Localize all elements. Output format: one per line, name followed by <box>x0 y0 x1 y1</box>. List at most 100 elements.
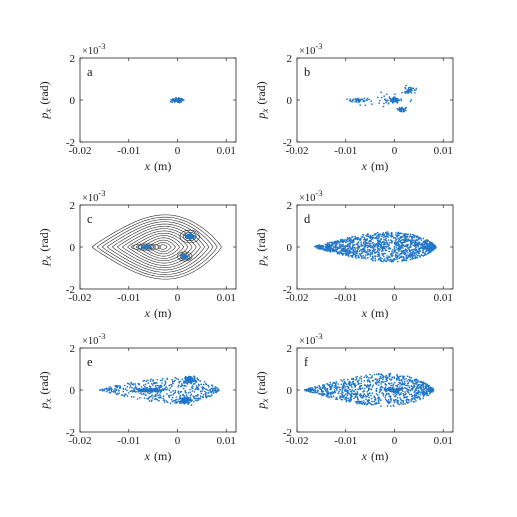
data-point <box>397 392 400 394</box>
data-point <box>176 398 178 401</box>
data-point <box>403 386 406 389</box>
data-point <box>119 387 121 389</box>
y-tick-label: -2 <box>66 284 75 296</box>
data-point <box>370 239 373 241</box>
data-point <box>215 390 218 393</box>
data-point <box>371 255 374 258</box>
data-point <box>341 386 344 389</box>
data-point <box>384 398 387 401</box>
data-point <box>402 244 405 246</box>
data-point <box>183 400 185 403</box>
exponent-power: -3 <box>98 331 105 341</box>
data-point <box>179 401 181 404</box>
y-tick-label: -2 <box>283 284 292 296</box>
data-point <box>381 257 383 260</box>
data-point <box>360 245 362 247</box>
data-point <box>205 394 207 396</box>
data-point <box>421 247 424 249</box>
data-point <box>328 248 330 251</box>
data-point <box>419 391 422 394</box>
data-point <box>344 382 347 385</box>
data-point <box>321 394 324 397</box>
data-point <box>406 244 409 247</box>
data-point <box>358 250 361 253</box>
data-point <box>144 388 146 391</box>
data-point <box>109 386 111 388</box>
data-point <box>379 240 381 243</box>
data-point <box>348 399 350 402</box>
data-point <box>164 380 167 382</box>
data-point <box>338 390 340 393</box>
data-point <box>338 252 341 255</box>
data-point <box>318 244 321 246</box>
contour-line <box>152 242 172 252</box>
data-point <box>352 239 355 242</box>
data-point <box>351 241 354 244</box>
data-point <box>322 248 325 251</box>
data-point <box>195 385 198 387</box>
data-point <box>358 379 360 381</box>
data-point <box>387 247 390 250</box>
data-point <box>305 388 308 391</box>
data-point <box>403 378 406 380</box>
data-point <box>394 100 397 103</box>
data-point <box>374 244 376 247</box>
data-point <box>399 382 402 384</box>
data-point <box>417 387 420 390</box>
data-point <box>430 246 433 249</box>
y-axis-subscript: x <box>43 399 53 404</box>
data-point <box>434 246 437 248</box>
data-point <box>412 248 415 251</box>
data-point <box>420 380 422 383</box>
data-point <box>422 254 425 257</box>
data-point <box>190 404 193 407</box>
data-point <box>208 389 210 392</box>
data-point <box>126 385 129 388</box>
data-point <box>357 98 359 101</box>
data-point <box>169 402 172 405</box>
data-point <box>405 84 407 87</box>
data-point <box>411 387 414 390</box>
data-point <box>389 395 391 397</box>
data-point <box>402 390 404 393</box>
data-point <box>153 381 155 384</box>
data-point <box>145 245 148 247</box>
data-point <box>362 234 365 236</box>
data-point <box>390 236 393 238</box>
data-point <box>324 243 327 246</box>
data-point <box>425 239 428 241</box>
data-point <box>346 378 349 381</box>
data-point <box>362 401 365 404</box>
data-point <box>153 388 156 391</box>
data-point <box>136 398 139 400</box>
data-point <box>177 390 180 393</box>
data-point <box>401 91 403 94</box>
data-point <box>162 399 165 402</box>
data-point <box>336 251 338 254</box>
data-point <box>329 386 332 388</box>
data-point <box>333 391 335 394</box>
data-point <box>410 380 413 383</box>
contour-line <box>137 235 185 259</box>
data-point <box>377 384 380 387</box>
data-point <box>184 402 187 404</box>
data-point <box>393 247 396 250</box>
data-point <box>333 242 336 244</box>
data-point <box>390 378 393 381</box>
contour-line <box>106 221 210 273</box>
data-point <box>380 383 382 385</box>
data-point <box>364 402 367 404</box>
data-point <box>174 391 176 394</box>
island-contour <box>179 253 190 260</box>
data-point <box>397 383 399 386</box>
data-point <box>386 255 389 257</box>
data-point <box>352 247 355 249</box>
data-point <box>180 399 182 402</box>
data-point <box>387 232 390 235</box>
y-axis-unit: (rad) <box>254 81 268 104</box>
data-point <box>386 377 389 379</box>
data-point <box>145 394 147 396</box>
data-point <box>368 248 371 251</box>
data-point <box>384 389 387 392</box>
data-point <box>360 243 363 245</box>
